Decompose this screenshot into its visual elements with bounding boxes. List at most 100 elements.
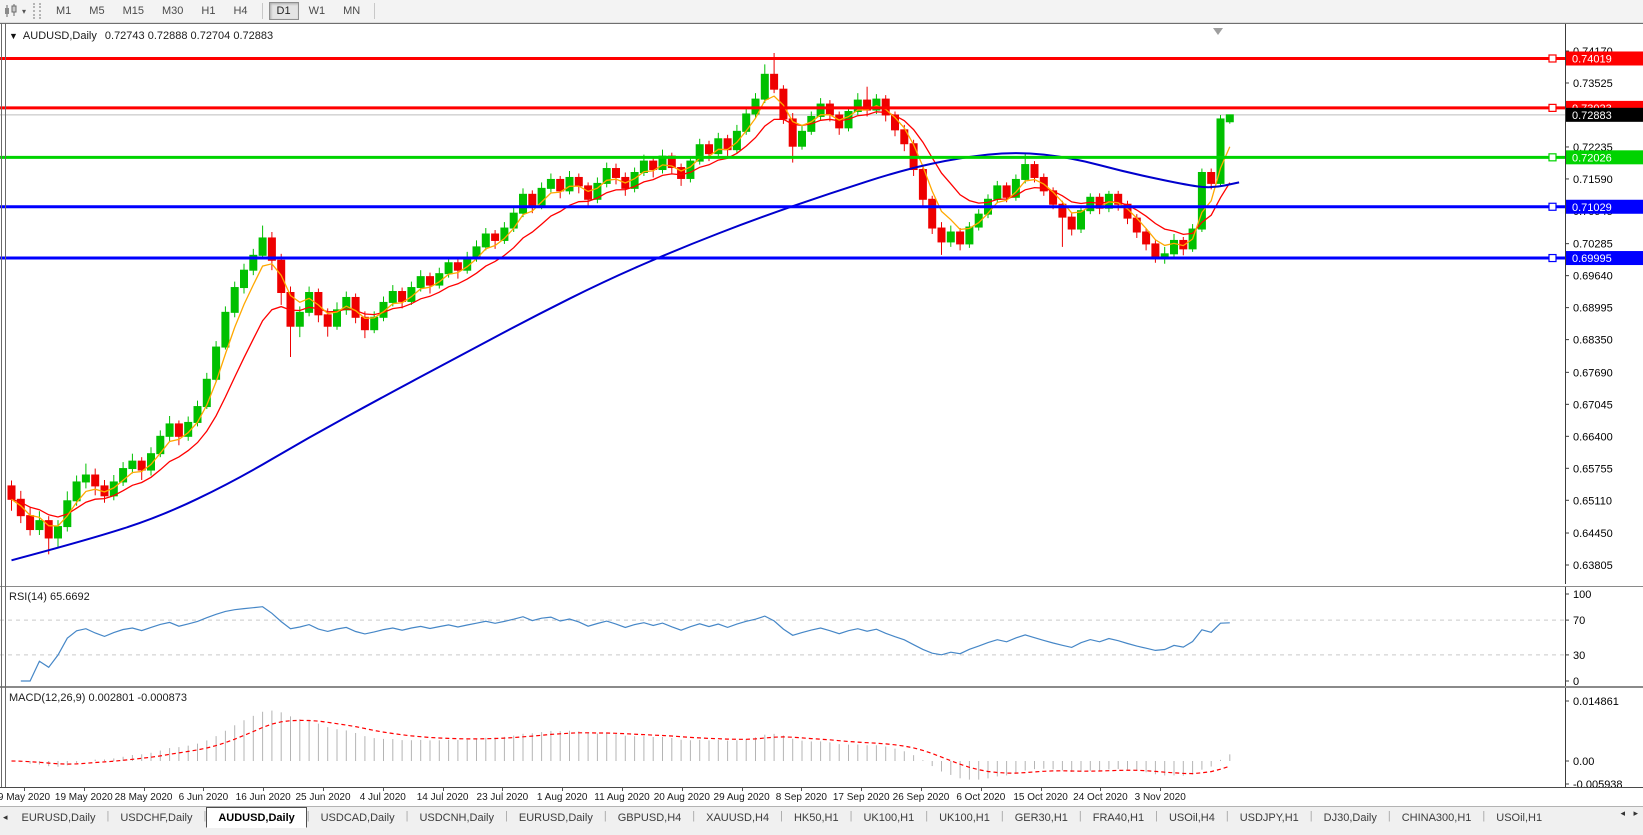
tab-USOil-H1[interactable]: USOil,H1 (1496, 812, 1543, 824)
time-axis-label: 26 Sep 2020 (892, 792, 950, 803)
tab-CHINA300-H1[interactable]: CHINA300,H1 (1401, 812, 1472, 824)
tab-GBPUSD-H4[interactable]: GBPUSD,H4 (617, 812, 682, 824)
timeframe-button-M1[interactable]: M1 (56, 5, 72, 17)
toolbar-grip[interactable] (33, 3, 42, 19)
ma-slow-line (11, 152, 1240, 562)
tab-separator: | (1078, 810, 1082, 822)
tab-HK50-H1[interactable]: HK50,H1 (793, 812, 839, 824)
svg-text:30: 30 (1573, 650, 1585, 662)
tab-EURUSD-Daily[interactable]: EURUSD,Daily (518, 812, 593, 824)
tab-USDCNH-Daily[interactable]: USDCNH,Daily (419, 812, 494, 824)
time-axis-label: 23 Jul 2020 (476, 792, 529, 803)
price-tags: 0.740190.730230.728830.720260.710290.699… (1566, 51, 1643, 266)
tab-FRA40-H1[interactable]: FRA40,H1 (1092, 812, 1145, 824)
rsi-line (20, 606, 1230, 682)
svg-text:0.72026: 0.72026 (1572, 152, 1612, 164)
time-axis-tick (980, 788, 982, 791)
svg-text:0.69995: 0.69995 (1572, 253, 1612, 265)
tab-AUDUSD-Daily[interactable]: AUDUSD,Daily (206, 807, 307, 828)
time-axis-tick (1100, 788, 1102, 791)
price-chart-canvas[interactable]: 0.741700.735250.728800.722350.715900.709… (0, 24, 1643, 584)
tabs-scroll-left-icon[interactable]: ◂ (3, 812, 8, 822)
time-axis-tick (562, 788, 564, 791)
time-axis-label: 20 Aug 2020 (653, 792, 710, 803)
tab-USDCAD-Daily[interactable]: USDCAD,Daily (320, 812, 395, 824)
time-axis-label: 19 May 2020 (54, 792, 113, 803)
tab-USDCHF-Daily[interactable]: USDCHF,Daily (120, 812, 193, 824)
timeframe-button-M5[interactable]: M5 (89, 5, 105, 17)
macd-canvas[interactable]: 0.014861 0.00 -0.005938 (0, 688, 1643, 787)
tab-separator: | (1482, 810, 1486, 822)
tabs-scroll-arrows[interactable]: ◂ ▸ (1620, 808, 1641, 818)
timeframe-button-MN[interactable]: MN (343, 5, 361, 17)
time-axis-label: 6 Oct 2020 (956, 792, 1006, 803)
chart-type-icon[interactable] (4, 4, 19, 18)
tab-GER30-H1[interactable]: GER30,H1 (1014, 812, 1068, 824)
chart-shift-marker-icon (1213, 28, 1223, 35)
toolbar-separator (261, 3, 263, 19)
svg-text:0.68350: 0.68350 (1573, 335, 1613, 347)
macd-histogram (20, 710, 1231, 780)
rsi-pane[interactable]: RSI(14) 65.6692 100 70 30 0 (0, 587, 1643, 688)
tab-separator: | (692, 810, 696, 822)
tab-separator: | (1225, 810, 1229, 822)
time-axis-label: 16 Jun 2020 (235, 792, 291, 803)
svg-text:0.69640: 0.69640 (1573, 271, 1613, 283)
tab-UK100-H1[interactable]: UK100,H1 (939, 812, 990, 824)
chevron-down-icon[interactable]: ▾ (22, 6, 27, 16)
tab-USDJPY-H1[interactable]: USDJPY,H1 (1239, 812, 1299, 824)
macd-signal-line (11, 719, 1230, 775)
time-axis-tick (1160, 788, 1162, 791)
tab-EURUSD-Daily[interactable]: EURUSD,Daily (21, 812, 96, 824)
tab-separator: | (1000, 810, 1004, 822)
candlestick-series (7, 52, 1234, 555)
collapse-chart-icon[interactable]: ▼ (9, 31, 18, 41)
time-axis-label: 25 Jun 2020 (295, 792, 351, 803)
time-axis-label: 29 Aug 2020 (713, 792, 770, 803)
tab-DJ30-Daily[interactable]: DJ30,Daily (1323, 812, 1377, 824)
tab-USOil-H4[interactable]: USOil,H4 (1168, 812, 1215, 824)
time-axis-label: 11 Aug 2020 (594, 792, 650, 803)
time-axis-tick (502, 788, 504, 791)
time-axis-tick (921, 788, 922, 791)
time-axis-tick (203, 788, 205, 791)
timeframe-button-W1[interactable]: W1 (308, 5, 326, 17)
time-axis-tick (382, 788, 384, 791)
time-axis-tick (681, 788, 683, 791)
symbol-tabs-bar: ◂ EURUSD,Daily | USDCHF,Daily | AUDUSD,Daily |… (0, 806, 1643, 835)
timeframe-button-M30[interactable]: M30 (161, 5, 184, 17)
timeframe-button-M15[interactable]: M15 (122, 5, 144, 17)
timeframe-toolbar: ▾ M1 M5 M15 M30 H1 H4 D1 W1 MN (0, 0, 1643, 23)
macd-label: MACD(12,26,9) 0.002801 -0.000873 (9, 692, 187, 704)
svg-text:0.74019: 0.74019 (1572, 53, 1612, 65)
main-price-pane[interactable]: ▼ AUDUSD,Daily 0.72743 0.72888 0.72704 0.7… (0, 23, 1643, 588)
timeframe-button-H4[interactable]: H4 (233, 5, 248, 17)
svg-text:0.65755: 0.65755 (1573, 463, 1613, 475)
tab-separator: | (925, 810, 929, 822)
tab-UK100-H1[interactable]: UK100,H1 (863, 812, 915, 824)
svg-text:0.00: 0.00 (1573, 756, 1594, 768)
svg-text:0.66400: 0.66400 (1573, 431, 1613, 443)
toolbar-separator (374, 3, 376, 19)
tab-separator: | (1155, 810, 1158, 822)
time-axis-label: 1 Aug 2020 (536, 792, 588, 803)
time-axis-tick (801, 788, 803, 791)
tab-separator: | (306, 810, 310, 822)
rsi-canvas[interactable]: 100 70 30 0 (0, 587, 1643, 686)
time-axis-tick (1040, 788, 1042, 791)
macd-pane[interactable]: MACD(12,26,9) 0.002801 -0.000873 0.01486… (0, 688, 1643, 788)
timeframe-button-H1[interactable]: H1 (201, 5, 216, 17)
svg-text:-0.005938: -0.005938 (1573, 779, 1623, 787)
time-axis-label: 6 Jun 2020 (178, 792, 229, 803)
price-axis-labels[interactable]: 0.741700.735250.728800.722350.715900.709… (1565, 46, 1613, 572)
time-axis-label: 14 Jul 2020 (416, 792, 469, 803)
time-axis-tick (861, 788, 863, 791)
chart-window-left-border (1, 23, 6, 787)
svg-text:0.64450: 0.64450 (1573, 528, 1613, 540)
tab-XAUUSD-H4[interactable]: XAUUSD,H4 (706, 812, 770, 824)
time-axis-label: 8 Sep 2020 (775, 792, 827, 803)
timeframe-button-D1[interactable]: D1 (268, 2, 299, 20)
tab-separator: | (780, 810, 783, 822)
time-axis[interactable]: 9 May 2020 19 May 2020 28 May 2020 6 Jun 20… (0, 788, 1643, 806)
